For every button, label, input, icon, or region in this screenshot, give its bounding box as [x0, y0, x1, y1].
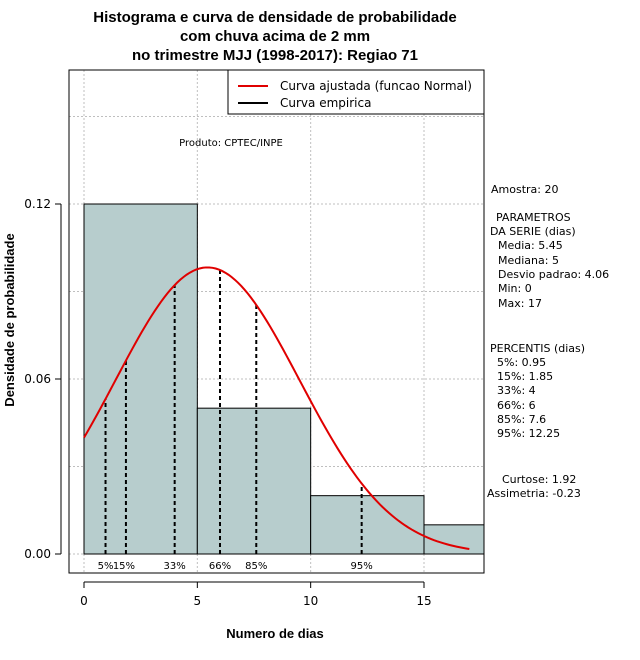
x-tick-label: 0 [80, 594, 88, 608]
stat-p85: 85%: 7.6 [497, 413, 546, 426]
legend-box [227, 69, 485, 115]
legend: Curva ajustada (funcao Normal) Curva emp… [227, 69, 485, 115]
x-axis: 0 5 10 15 [80, 581, 432, 608]
stat-min: Min: 0 [498, 282, 532, 295]
x-tick-label: 15 [416, 594, 431, 608]
stats-panel: Amostra: 20 PARAMETROS DA SERIE (dias) M… [487, 183, 609, 500]
y-axis-label: Densidade de probabilidade [2, 233, 17, 406]
product-annotation: Produto: CPTEC/INPE [179, 138, 283, 149]
stat-amostra: Amostra: 20 [491, 183, 558, 196]
chart-title-line-1: Histograma e curva de densidade de proba… [93, 9, 456, 26]
percentile-label: 66% [209, 561, 231, 572]
percentile-label: 5% [98, 561, 114, 572]
x-axis-label: Numero de dias [226, 626, 324, 641]
stat-max: Max: 17 [498, 297, 542, 310]
stat-media: Media: 5.45 [498, 239, 563, 252]
y-tick-label: 0.12 [24, 197, 51, 211]
x-tick-label: 5 [194, 594, 202, 608]
histogram-bar [83, 203, 198, 555]
histogram-bars [83, 203, 485, 555]
legend-label-empirical: Curva empirica [280, 96, 371, 110]
stat-param-title: PARAMETROS [496, 211, 571, 224]
stat-param-subtitle: DA SERIE (dias) [490, 225, 576, 238]
y-tick-label: 0.00 [24, 547, 51, 561]
stat-p95: 95%: 12.25 [497, 427, 560, 440]
stat-desvio: Desvio padrao: 4.06 [498, 268, 609, 281]
percentile-lines: 5% 15% 33% 66% 85% 95% [98, 270, 373, 572]
legend-label-fitted: Curva ajustada (funcao Normal) [280, 79, 472, 93]
histogram-bar [310, 495, 425, 555]
y-tick-label: 0.06 [24, 372, 51, 386]
stat-assimetria: Assimetria: -0.23 [487, 487, 581, 500]
stat-p5: 5%: 0.95 [497, 356, 546, 369]
stat-p15: 15%: 1.85 [497, 370, 553, 383]
percentile-label: 33% [164, 561, 186, 572]
percentile-label: 85% [245, 561, 267, 572]
stat-p33: 33%: 4 [497, 384, 536, 397]
percentile-label: 95% [351, 561, 373, 572]
x-tick-label: 10 [303, 594, 318, 608]
stat-mediana: Mediana: 5 [498, 254, 559, 267]
normal-curve-path [83, 266, 470, 550]
histogram-bar [196, 407, 312, 555]
y-axis: 0.00 0.06 0.12 [24, 197, 62, 561]
stat-curtose: Curtose: 1.92 [502, 473, 576, 486]
fitted-curve [83, 266, 470, 550]
chart-title-line-3: no trimestre MJJ (1998-2017): Regiao 71 [132, 47, 418, 64]
percentile-label: 15% [113, 561, 135, 572]
stat-p66: 66%: 6 [497, 399, 536, 412]
chart-title-line-2: com chuva acima de 2 mm [180, 28, 370, 45]
stat-perc-title: PERCENTIS (dias) [490, 342, 585, 355]
